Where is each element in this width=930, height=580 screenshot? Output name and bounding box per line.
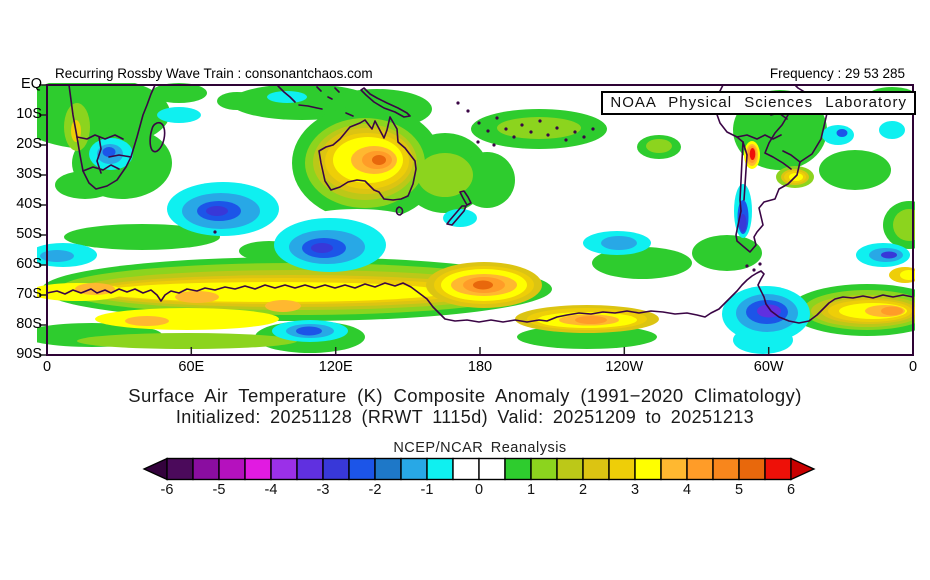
colorbar-tick-label: -4 <box>264 482 278 498</box>
lat-tick-label: 30S <box>16 166 42 182</box>
chart-subtitle: Initialized: 20251128 (RRWT 1115d) Valid… <box>175 407 755 427</box>
lon-tick-label: 60W <box>753 359 784 375</box>
lat-tick-label: EQ <box>21 76 42 92</box>
colorbar-tick-label: -3 <box>316 482 330 498</box>
colorbar-tick-label: 0 <box>474 482 484 498</box>
header-left-text: Recurring Rossby Wave Train : consonantc… <box>55 66 373 81</box>
lat-tick-label: 10S <box>16 106 42 122</box>
lat-tick-label: 90S <box>16 346 42 362</box>
source-watermark-text: NOAA Physical Sciences Laboratory <box>610 94 907 111</box>
lat-tick-label: 40S <box>16 196 42 212</box>
new-guinea-coastline <box>360 87 411 118</box>
colorbar-segment <box>686 457 714 481</box>
lat-tick-label: 50S <box>16 226 42 242</box>
colorbar-segment <box>270 457 298 481</box>
colorbar-segment <box>192 457 220 481</box>
lon-tick-label: 0 <box>42 359 52 375</box>
colorbar-segment <box>348 457 376 481</box>
colorbar-tick-label: -2 <box>368 482 382 498</box>
colorbar-tick-label: 1 <box>526 482 536 498</box>
south-america-coastline <box>714 84 829 253</box>
madagascar-coastline <box>149 121 166 153</box>
colorbar-segment <box>556 457 584 481</box>
colorbar-segment <box>452 457 480 481</box>
header-right-text: Frequency : 29 53 285 <box>769 66 905 81</box>
colorbar-segment <box>244 457 272 481</box>
colorbar <box>142 457 816 481</box>
map-frame <box>46 84 914 356</box>
lat-tick-label: 80S <box>16 316 42 332</box>
lon-tick-label: 0 <box>908 359 918 375</box>
colorbar-segment <box>426 457 454 481</box>
lat-tick-label: 60S <box>16 256 42 272</box>
africa-coastline <box>68 84 156 190</box>
colorbar-right-arrow <box>790 457 816 481</box>
colorbar-segment <box>322 457 350 481</box>
africa-borders <box>76 134 132 174</box>
colorbar-segment <box>374 457 402 481</box>
colorbar-source-label: NCEP/NCAR Reanalysis <box>393 440 567 456</box>
cold-regions <box>37 91 910 354</box>
colorbar-segment <box>608 457 636 481</box>
new-zealand-coastline <box>446 190 472 226</box>
lat-tick-label: 20S <box>16 136 42 152</box>
colorbar-segment <box>504 457 532 481</box>
colorbar-tick-label: -5 <box>212 482 226 498</box>
colorbar-tick-label: -6 <box>160 482 174 498</box>
colorbar-segment <box>478 457 506 481</box>
lon-tick-label: 180 <box>467 359 493 375</box>
lat-tick-label: 70S <box>16 286 42 302</box>
colorbar-segment <box>582 457 610 481</box>
colorbar-tick-label: -1 <box>420 482 434 498</box>
colorbar-segment <box>400 457 428 481</box>
south-america-borders <box>736 104 801 201</box>
colorbar-segment <box>530 457 558 481</box>
colorbar-tick-label: 4 <box>682 482 692 498</box>
colorbar-segment <box>738 457 766 481</box>
lon-tick-label: 120E <box>318 359 353 375</box>
colorbar-tick-label: 6 <box>786 482 796 498</box>
colorbar-segment <box>218 457 246 481</box>
colorbar-left-arrow <box>142 457 168 481</box>
colorbar-segment <box>166 457 194 481</box>
colorbar-segment <box>634 457 662 481</box>
colorbar-segment <box>296 457 324 481</box>
colorbar-segment <box>712 457 740 481</box>
coastlines <box>46 84 914 324</box>
colorbar-segment <box>660 457 688 481</box>
colorbar-segment <box>764 457 792 481</box>
colorbar-tick-label: 3 <box>630 482 640 498</box>
lon-tick-label: 60E <box>178 359 205 375</box>
colorbar-tick-label: 5 <box>734 482 744 498</box>
island-dots <box>213 101 762 272</box>
lon-tick-label: 120W <box>605 359 644 375</box>
chart-title: Surface Air Temperature (K) Composite An… <box>128 385 802 406</box>
anomaly-map <box>37 83 915 356</box>
indonesia-coastlines <box>277 85 354 117</box>
colorbar-tick-label: 2 <box>578 482 588 498</box>
source-watermark-box: NOAA Physical Sciences Laboratory <box>601 91 916 115</box>
australia-coastline <box>318 116 417 201</box>
antarctica-coastline <box>46 270 914 324</box>
tasmania-coastline <box>395 206 404 216</box>
